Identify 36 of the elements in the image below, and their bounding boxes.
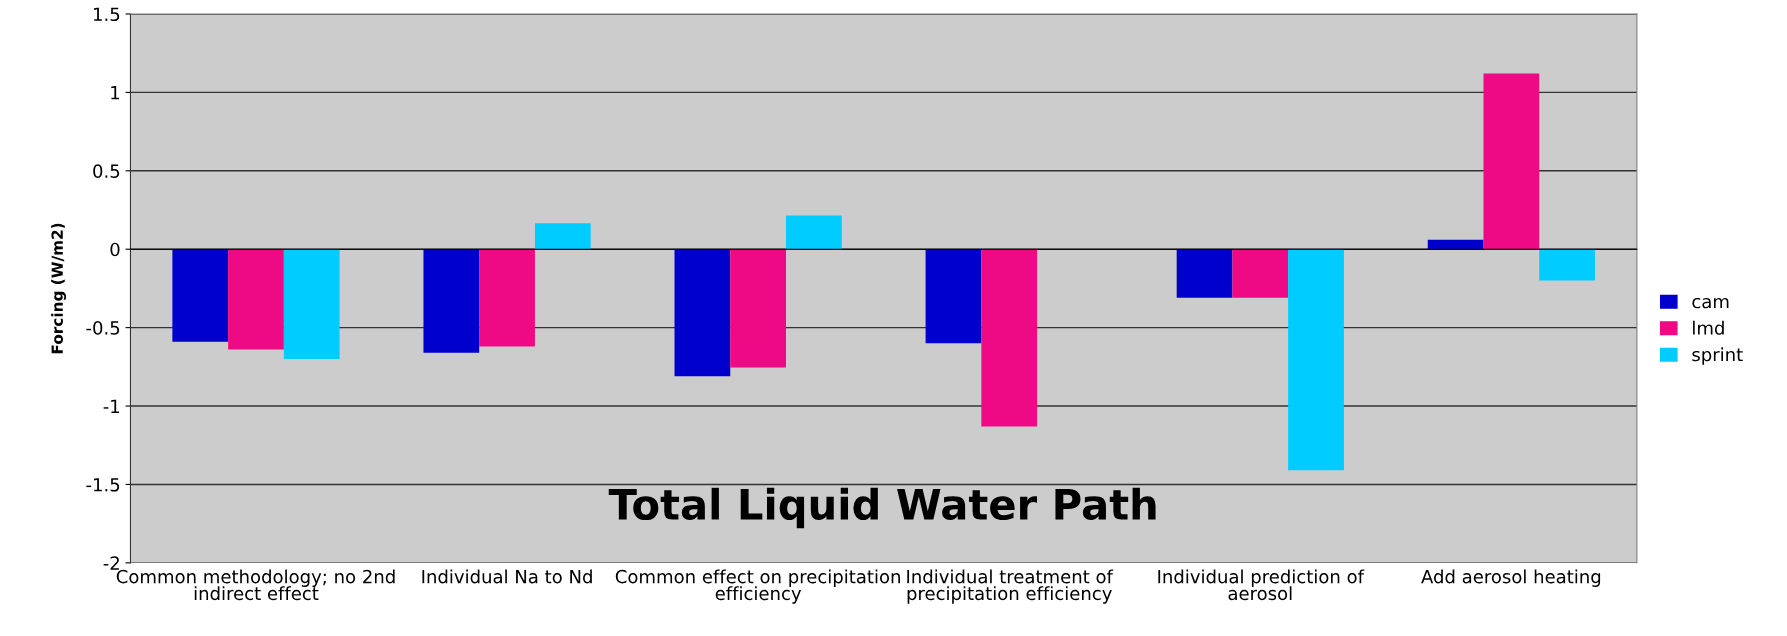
bar — [730, 249, 786, 368]
text: Total Liquid Water Path — [608, 487, 1156, 529]
bar — [981, 249, 1038, 427]
legend-label: cam — [1692, 297, 1729, 309]
bar — [283, 249, 340, 359]
y-axis-title: Forcing (W/m2) — [51, 223, 67, 354]
y-tick-label: -0.5 — [86, 321, 120, 335]
x-tick-label: Add aerosol heating — [1421, 569, 1601, 587]
x-tick-label: Individual prediction of aerosol — [1158, 569, 1365, 601]
bar — [1539, 249, 1595, 281]
bar — [1176, 249, 1233, 298]
legend-label: sprint — [1692, 347, 1743, 365]
x-tick-label: Common effect on precipitation efficiency — [615, 569, 900, 604]
bar — [1232, 249, 1289, 298]
x-tick-label: Individual treatment of precipitation efficiency — [907, 569, 1114, 604]
bar — [1427, 239, 1484, 250]
legend-label: lmd — [1693, 320, 1724, 335]
x-tick-label: Common methodology; no 2nd indirect effect — [116, 569, 395, 601]
bar — [228, 249, 284, 350]
bar — [1288, 249, 1344, 471]
bar — [172, 249, 229, 342]
y-tick-label: -1 — [103, 399, 120, 413]
bar — [1483, 73, 1540, 250]
bar — [534, 223, 591, 250]
y-tick-label: -1.5 — [86, 478, 120, 492]
y-tick-label: 1 — [111, 86, 120, 100]
bar — [786, 215, 842, 250]
bar — [674, 249, 731, 377]
y-tick-label: 0.5 — [93, 164, 120, 178]
x-tick-label: Individual Na to Nd — [422, 569, 592, 584]
bar — [925, 249, 982, 344]
y-tick-label: 1.5 — [94, 7, 120, 22]
bar — [423, 249, 480, 353]
y-tick-label: 0 — [110, 242, 120, 257]
y-tick-label: -2 — [103, 556, 119, 570]
bar — [479, 249, 535, 347]
